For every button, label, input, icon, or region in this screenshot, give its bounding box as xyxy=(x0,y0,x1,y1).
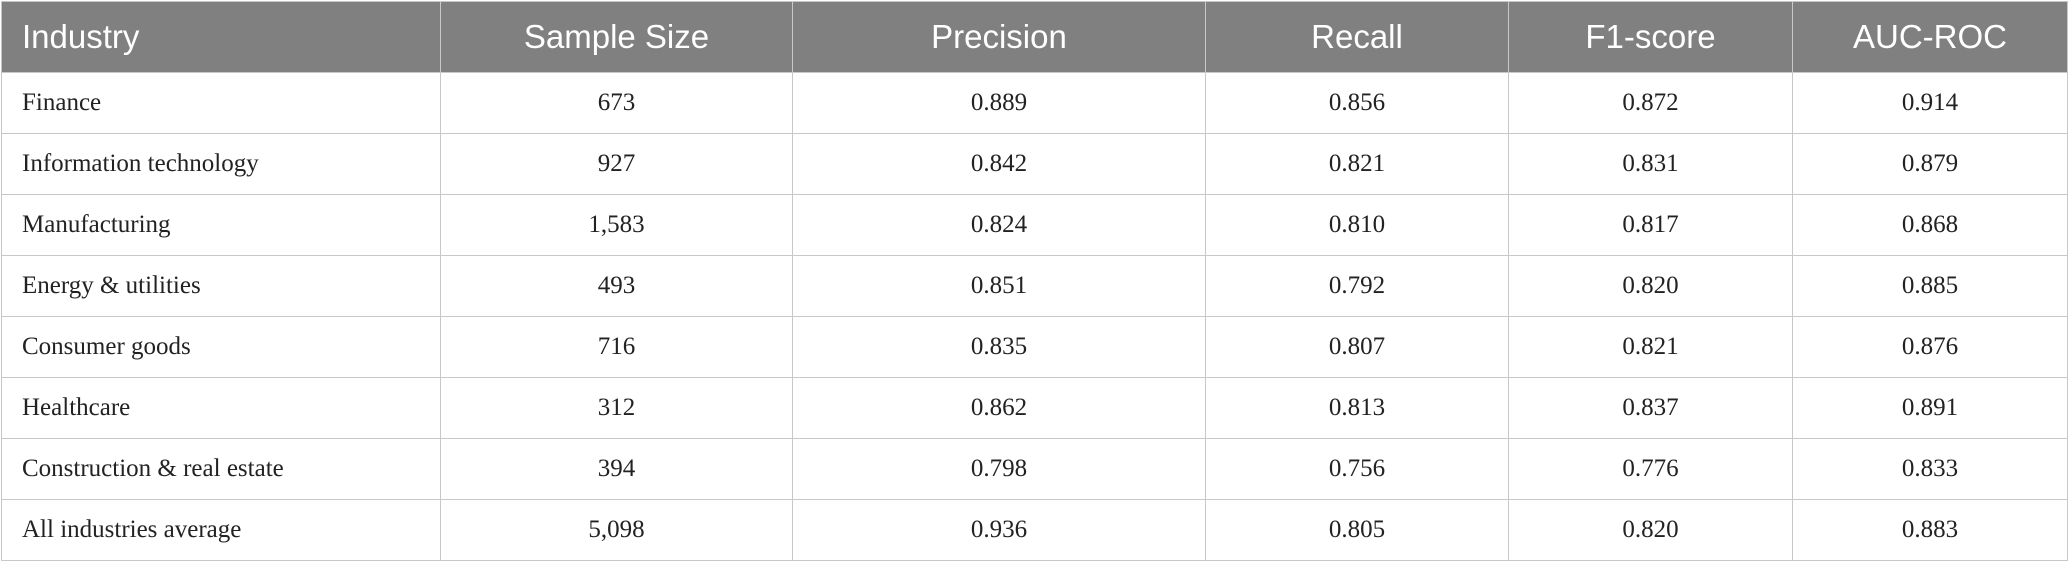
table-cell: 0.872 xyxy=(1508,72,1793,134)
data-table: Industry Sample Size Precision Recall F1-sco… xyxy=(1,1,2068,561)
table-cell: All industries average xyxy=(1,499,441,561)
table-cell: 0.876 xyxy=(1792,316,2068,378)
table-cell: 0.835 xyxy=(792,316,1206,378)
table-row: Manufacturing 1,583 0.824 0.810 0.817 0.868 xyxy=(1,194,2068,256)
table-cell: 0.851 xyxy=(792,255,1206,317)
table-cell: 0.885 xyxy=(1792,255,2068,317)
table-cell: 394 xyxy=(440,438,793,500)
table-row: All industries average 5,098 0.936 0.805 0.8… xyxy=(1,499,2068,561)
table-cell: 0.879 xyxy=(1792,133,2068,195)
table-cell: 0.883 xyxy=(1792,499,2068,561)
table-cell: 0.805 xyxy=(1205,499,1509,561)
table-cell: 0.792 xyxy=(1205,255,1509,317)
table-cell: 0.813 xyxy=(1205,377,1509,439)
table-header: Industry Sample Size Precision Recall F1-sco… xyxy=(1,1,2068,73)
table-cell: 0.831 xyxy=(1508,133,1793,195)
table-cell: Consumer goods xyxy=(1,316,441,378)
header-cell: AUC-ROC xyxy=(1792,1,2068,73)
table-body: Finance 673 0.889 0.856 0.872 0.914 Informatio… xyxy=(1,72,2068,561)
table-cell: 0.868 xyxy=(1792,194,2068,256)
table-cell: 0.820 xyxy=(1508,255,1793,317)
table-cell: 0.889 xyxy=(792,72,1206,134)
table-cell: 0.856 xyxy=(1205,72,1509,134)
table-cell: 0.756 xyxy=(1205,438,1509,500)
table-cell: 927 xyxy=(440,133,793,195)
table-cell: 0.842 xyxy=(792,133,1206,195)
table-cell: 0.776 xyxy=(1508,438,1793,500)
table-cell: 0.862 xyxy=(792,377,1206,439)
header-row: Industry Sample Size Precision Recall F1-sco… xyxy=(1,1,2068,73)
table-cell: 0.837 xyxy=(1508,377,1793,439)
table-cell: 5,098 xyxy=(440,499,793,561)
table-cell: Construction & real estate xyxy=(1,438,441,500)
table-row: Energy & utilities 493 0.851 0.792 0.820 0.88… xyxy=(1,255,2068,317)
table-cell: 0.807 xyxy=(1205,316,1509,378)
table-cell: Manufacturing xyxy=(1,194,441,256)
table-cell: 312 xyxy=(440,377,793,439)
table-row: Consumer goods 716 0.835 0.807 0.821 0.876 xyxy=(1,316,2068,378)
table-cell: 0.820 xyxy=(1508,499,1793,561)
table-cell: Energy & utilities xyxy=(1,255,441,317)
header-cell: Precision xyxy=(792,1,1206,73)
table-row: Information technology 927 0.842 0.821 0.831… xyxy=(1,133,2068,195)
header-cell: Sample Size xyxy=(440,1,793,73)
table-cell: 0.833 xyxy=(1792,438,2068,500)
table-cell: 0.821 xyxy=(1508,316,1793,378)
table-cell: 0.810 xyxy=(1205,194,1509,256)
table-cell: 1,583 xyxy=(440,194,793,256)
header-cell: Industry xyxy=(1,1,441,73)
table-cell: 0.817 xyxy=(1508,194,1793,256)
table-cell: 0.798 xyxy=(792,438,1206,500)
table-cell: Information technology xyxy=(1,133,441,195)
table-row: Construction & real estate 394 0.798 0.756 0… xyxy=(1,438,2068,500)
table-cell: 716 xyxy=(440,316,793,378)
table-cell: 0.821 xyxy=(1205,133,1509,195)
table-cell: 673 xyxy=(440,72,793,134)
table-cell: Finance xyxy=(1,72,441,134)
header-cell: Recall xyxy=(1205,1,1509,73)
table-row: Finance 673 0.889 0.856 0.872 0.914 xyxy=(1,72,2068,134)
table-cell: 0.936 xyxy=(792,499,1206,561)
table-row: Healthcare 312 0.862 0.813 0.837 0.891 xyxy=(1,377,2068,439)
table-cell: 0.914 xyxy=(1792,72,2068,134)
table-cell: Healthcare xyxy=(1,377,441,439)
table-cell: 493 xyxy=(440,255,793,317)
table-cell: 0.891 xyxy=(1792,377,2068,439)
header-cell: F1-score xyxy=(1508,1,1793,73)
table-cell: 0.824 xyxy=(792,194,1206,256)
